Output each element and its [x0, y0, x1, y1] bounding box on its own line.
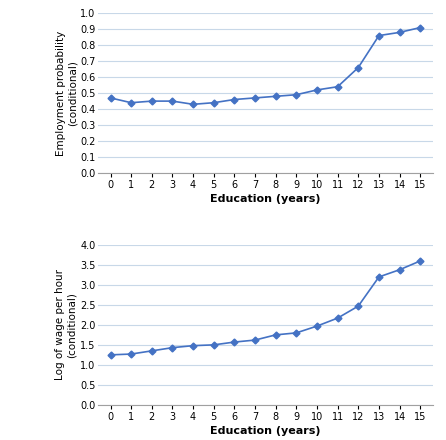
Y-axis label: Employment probability
(conditional): Employment probability (conditional) — [56, 30, 77, 156]
X-axis label: Education (years): Education (years) — [210, 194, 321, 204]
Y-axis label: Log of wage per hour
(conditional): Log of wage per hour (conditional) — [55, 269, 77, 381]
X-axis label: Education (years): Education (years) — [210, 426, 321, 436]
